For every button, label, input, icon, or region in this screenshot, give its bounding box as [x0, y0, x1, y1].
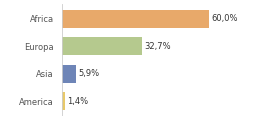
Text: 32,7%: 32,7%: [144, 42, 171, 51]
Bar: [62, 92, 65, 110]
Text: 5,9%: 5,9%: [78, 69, 99, 78]
Text: 1,4%: 1,4%: [67, 97, 88, 106]
Text: 60,0%: 60,0%: [211, 14, 238, 23]
Bar: [62, 37, 142, 55]
Bar: [62, 65, 76, 83]
Bar: [62, 10, 209, 28]
